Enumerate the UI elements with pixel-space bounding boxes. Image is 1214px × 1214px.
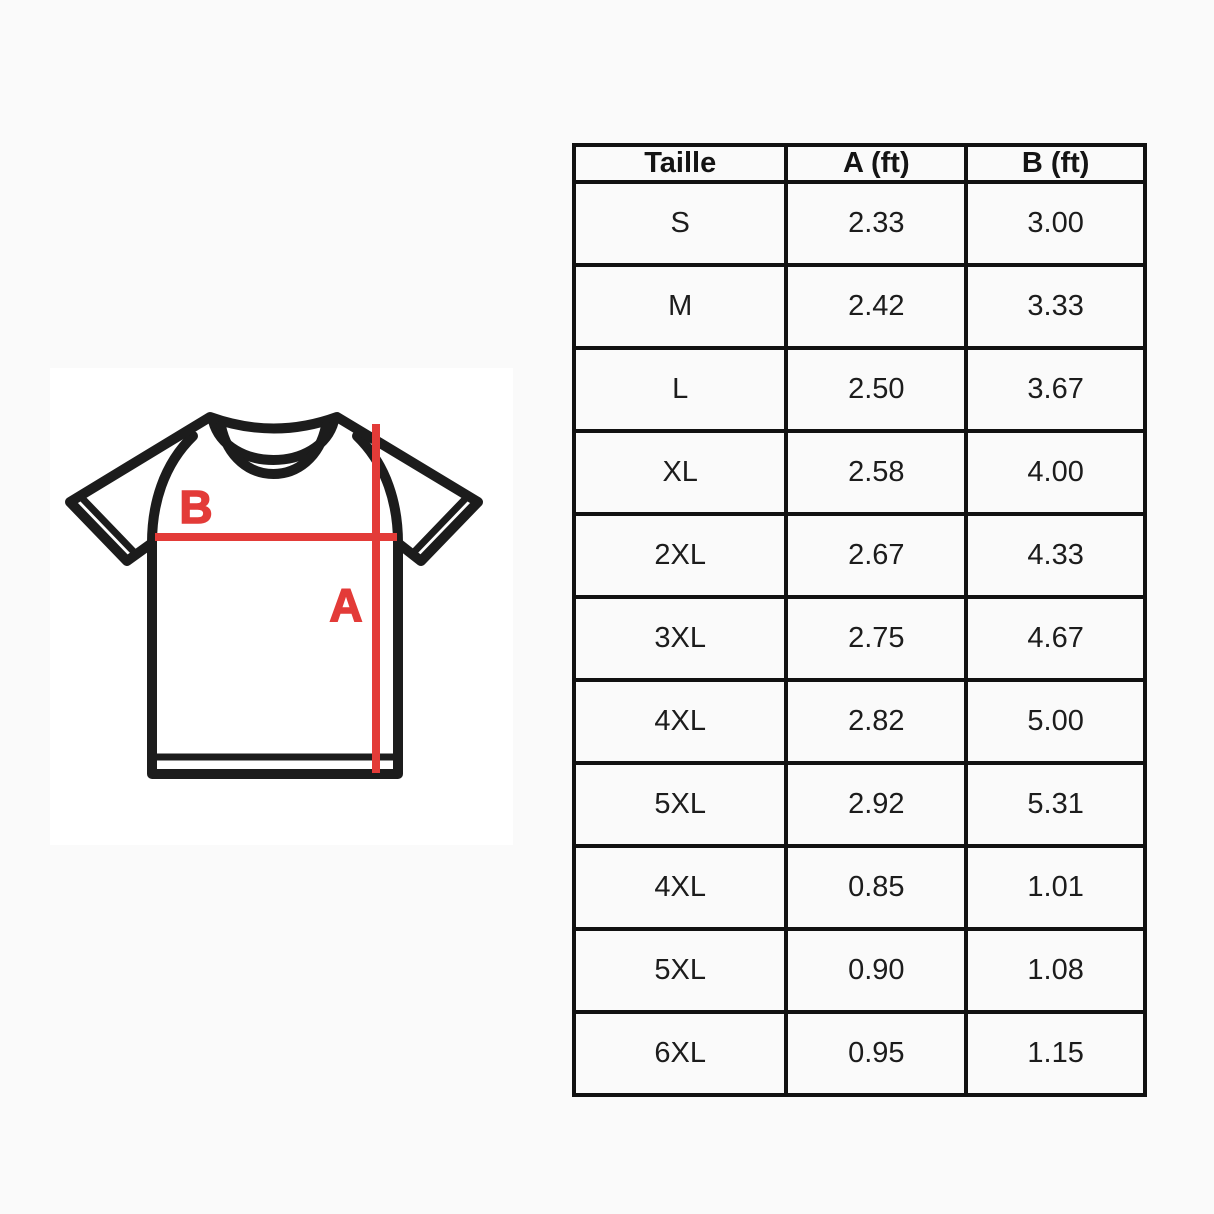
table-cell: 4.67	[964, 595, 1147, 682]
table-cell: 2.75	[784, 595, 969, 682]
table-cell: 0.85	[784, 844, 969, 931]
table-row: 5XL 0.90 1.08	[571, 927, 1147, 1014]
table-cell: 2XL	[571, 512, 789, 599]
table-cell: 2.92	[784, 761, 969, 848]
table-row: S 2.33 3.00	[571, 180, 1147, 267]
size-table-header: Taille A (ft) B (ft)	[571, 143, 1147, 184]
table-cell: 5.00	[964, 678, 1147, 765]
table-cell: 6XL	[571, 1010, 789, 1097]
table-row: M 2.42 3.33	[571, 263, 1147, 350]
tshirt-collar-inner-line	[216, 421, 331, 479]
table-cell: 3XL	[571, 595, 789, 682]
table-cell: 3.67	[964, 346, 1147, 433]
tshirt-body-outline	[147, 431, 403, 779]
table-cell: 2.67	[784, 512, 969, 599]
table-row: 2XL 2.67 4.33	[571, 512, 1147, 599]
table-cell: 1.15	[964, 1010, 1147, 1097]
table-row: 4XL 2.82 5.00	[571, 678, 1147, 765]
table-cell: 2.50	[784, 346, 969, 433]
column-header-taille: Taille	[571, 143, 789, 184]
table-cell: S	[571, 180, 789, 267]
table-cell: 4.00	[964, 429, 1147, 516]
table-cell: XL	[571, 429, 789, 516]
table-cell: 1.01	[964, 844, 1147, 931]
table-row: 4XL 0.85 1.01	[571, 844, 1147, 931]
table-cell: M	[571, 263, 789, 350]
table-cell: 1.08	[964, 927, 1147, 1014]
table-cell: 3.00	[964, 180, 1147, 267]
table-cell: 4.33	[964, 512, 1147, 599]
table-cell: 2.58	[784, 429, 969, 516]
table-cell: 3.33	[964, 263, 1147, 350]
table-row: XL 2.58 4.00	[571, 429, 1147, 516]
size-table: Taille A (ft) B (ft) S 2.33 3.00 M 2.42 3.33 L…	[571, 143, 1147, 1097]
table-cell: 4XL	[571, 678, 789, 765]
table-row: 3XL 2.75 4.67	[571, 595, 1147, 682]
table-row: 6XL 0.95 1.15	[571, 1010, 1147, 1097]
diagram-background	[50, 368, 513, 845]
header-row: Taille A (ft) B (ft)	[571, 143, 1147, 184]
table-cell: 0.90	[784, 927, 969, 1014]
table-row: L 2.50 3.67	[571, 346, 1147, 433]
table-cell: L	[571, 346, 789, 433]
table-cell: 5XL	[571, 927, 789, 1014]
table-cell: 2.33	[784, 180, 969, 267]
table-cell: 0.95	[784, 1010, 969, 1097]
column-header-b: B (ft)	[964, 143, 1147, 184]
right-cuff-seam	[411, 493, 471, 555]
table-cell: 2.42	[784, 263, 969, 350]
table-cell: 5XL	[571, 761, 789, 848]
measurement-label-b: B	[179, 481, 212, 533]
measurement-label-a: A	[329, 579, 362, 631]
table-cell: 5.31	[964, 761, 1147, 848]
column-header-a: A (ft)	[784, 143, 969, 184]
table-row: 5XL 2.92 5.31	[571, 761, 1147, 848]
table-cell: 2.82	[784, 678, 969, 765]
table-cell: 4XL	[571, 844, 789, 931]
left-cuff-seam	[77, 493, 137, 555]
tshirt-measurement-diagram: B A	[50, 368, 513, 845]
size-table-body: S 2.33 3.00 M 2.42 3.33 L 2.50 3.67 XL 2.58 4.00 2XL…	[571, 180, 1147, 1097]
